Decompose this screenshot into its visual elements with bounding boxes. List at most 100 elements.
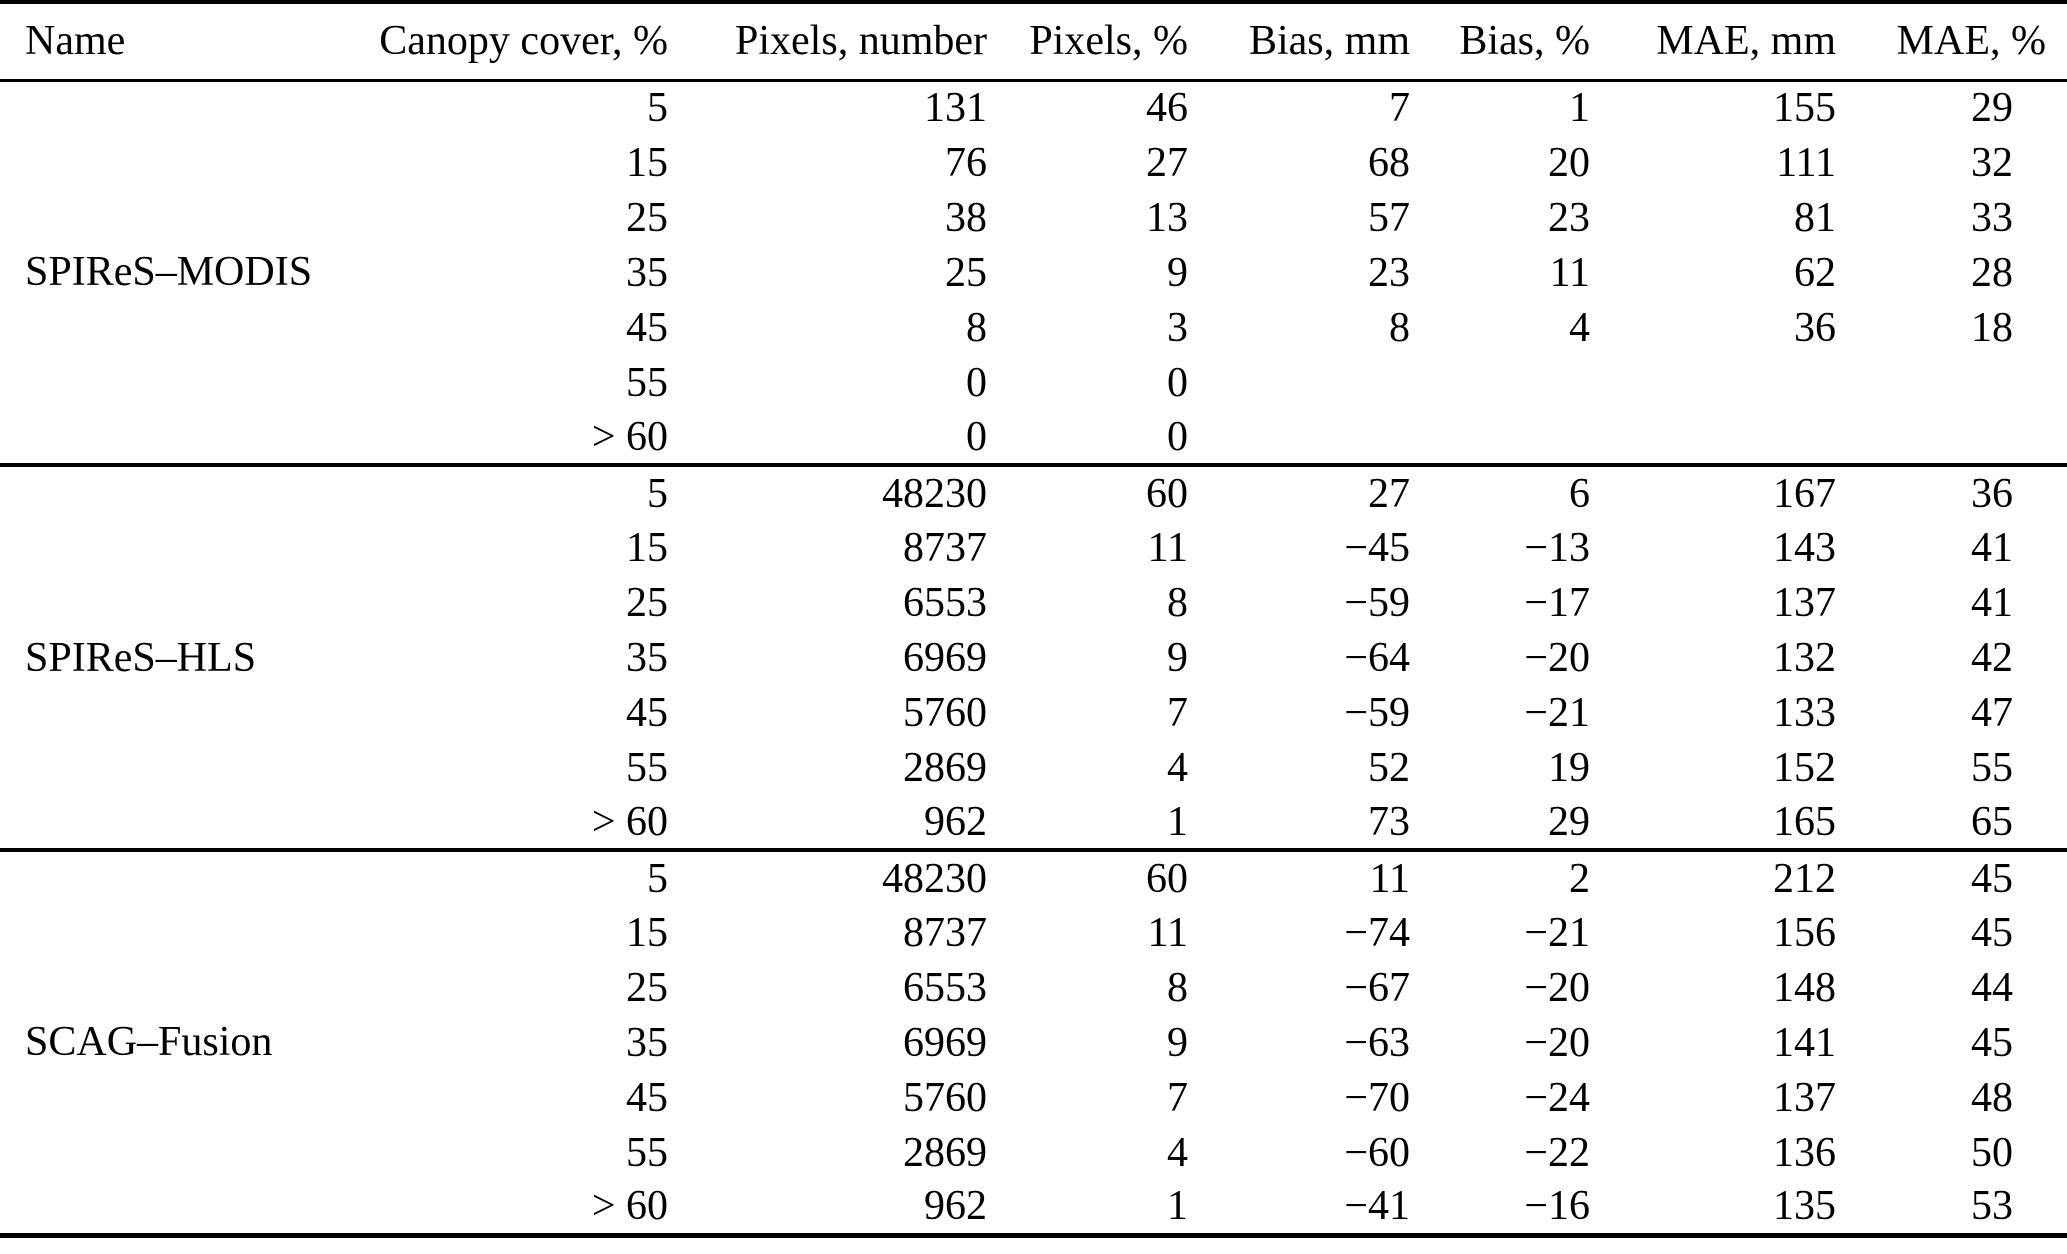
col-header-canopy-cover: Canopy cover, %: [365, 2, 668, 82]
table-cell: 4: [1569, 304, 1590, 351]
table-cell: 6: [1569, 470, 1590, 517]
table-cell: 11: [1147, 909, 1188, 956]
table-cell: −22: [1524, 1129, 1590, 1176]
table-cell: 45: [1971, 909, 2013, 956]
table-cell: 5760: [903, 689, 987, 736]
table-cell: 55: [626, 359, 668, 406]
table-cell: 55: [626, 1129, 668, 1176]
table-cell: 55: [626, 744, 668, 791]
col-header-pixels-pct: Pixels, %: [987, 2, 1188, 82]
table-row: 25 6553 8 −59 −17 137 41: [0, 575, 2067, 630]
table-row: 15 8737 11 −45 −13 143 41: [0, 520, 2067, 575]
table-cell: 156: [1773, 909, 1836, 956]
table-row: 35 6969 9 −63 −20 141 45: [0, 1015, 2067, 1070]
table-cell: 2869: [903, 1129, 987, 1176]
table-cell: [1590, 355, 1836, 410]
table-cell: 5: [647, 470, 668, 517]
table-cell: −63: [1344, 1019, 1410, 1066]
table-cell: −20: [1524, 1019, 1590, 1066]
table-cell: > 60: [591, 798, 668, 845]
table-cell: −59: [1344, 689, 1410, 736]
table-cell: 6969: [903, 634, 987, 681]
table-cell: > 60: [591, 413, 668, 460]
table-cell: 135: [1773, 1183, 1836, 1230]
table-cell: 23: [1548, 194, 1590, 241]
table-row: 35 6969 9 −64 −20 132 42: [0, 630, 2067, 685]
table-cell: [1410, 355, 1590, 410]
table-cell: −59: [1344, 579, 1410, 626]
table-cell: 73: [1368, 798, 1410, 845]
table-cell: 48230: [882, 470, 987, 517]
table-cell: 36: [1794, 304, 1836, 351]
table-cell: 15: [626, 524, 668, 571]
table-cell: −16: [1524, 1183, 1590, 1230]
table-cell: 60: [1146, 855, 1188, 902]
table-row: SCAG–Fusion 5 48230 60 11 2 212 45: [0, 850, 2067, 1066]
table-row: 15 76 27 68 20 111 32: [0, 135, 2067, 190]
table-row: 45 5760 7 −59 −21 133 47: [0, 685, 2067, 740]
table-cell: 45: [626, 689, 668, 736]
table-cell: 212: [1773, 855, 1836, 902]
col-header-bias-pct: Bias, %: [1410, 2, 1590, 82]
table-cell: 9: [1167, 249, 1188, 296]
group-spires-hls: SPIReS–HLS 5 48230 60 27 6 167 36 15 8737 11 −45 −13…: [0, 465, 2067, 850]
table-row: 45 8 3 8 4 36 18: [0, 300, 2067, 355]
table-row: 55 2869 4 −60 −22 136 50: [0, 1125, 2067, 1180]
table-cell: 19: [1548, 744, 1590, 791]
table-row: SPIReS–HLS 5 48230 60 27 6 167 36: [0, 465, 2067, 681]
table-cell: −70: [1344, 1074, 1410, 1121]
table-cell: 81: [1794, 194, 1836, 241]
table-row: > 60 962 1 73 29 165 65: [0, 795, 2067, 850]
table-cell: 9: [1167, 634, 1188, 681]
table-cell: 9: [1167, 1019, 1188, 1066]
table-cell: [1836, 410, 2067, 465]
group-name-label: SCAG–Fusion: [25, 1019, 273, 1066]
table-cell: 0: [1167, 413, 1188, 460]
table-cell: 33: [1971, 194, 2013, 241]
table-cell: 41: [1971, 524, 2013, 571]
table-cell: > 60: [591, 1183, 668, 1230]
table-cell: 76: [945, 139, 987, 186]
table-cell: 48: [1971, 1074, 2013, 1121]
table-cell: −13: [1524, 524, 1590, 571]
table-row: 15 8737 11 −74 −21 156 45: [0, 905, 2067, 960]
table-cell: 15: [626, 909, 668, 956]
table-cell: 1: [1569, 85, 1590, 132]
table-cell: 165: [1773, 798, 1836, 845]
table-cell: 27: [1368, 470, 1410, 517]
table-cell: 8: [966, 304, 987, 351]
table-cell: −64: [1344, 634, 1410, 681]
table-cell: 2869: [903, 744, 987, 791]
table-cell: 0: [966, 359, 987, 406]
table-cell: −20: [1524, 634, 1590, 681]
table-cell: 65: [1971, 798, 2013, 845]
table-cell: −24: [1524, 1074, 1590, 1121]
table-cell: 137: [1773, 1074, 1836, 1121]
table-cell: −74: [1344, 909, 1410, 956]
table-cell: 137: [1773, 579, 1836, 626]
table-cell: 136: [1773, 1129, 1836, 1176]
table-cell: 167: [1773, 470, 1836, 517]
col-header-bias-mm: Bias, mm: [1188, 2, 1410, 82]
table-cell: 8: [1389, 304, 1410, 351]
table-cell: 62: [1794, 249, 1836, 296]
group-spires-modis: SPIReS–MODIS 5 131 46 7 1 155 29 15 76 27 68 20 111 32…: [0, 80, 2067, 465]
table-cell: 18: [1971, 304, 2013, 351]
table-cell: 0: [966, 413, 987, 460]
table-cell: 45: [626, 304, 668, 351]
table-row: 25 38 13 57 23 81 33: [0, 190, 2067, 245]
table-cell: 148: [1773, 964, 1836, 1011]
table-cell: [1188, 355, 1410, 410]
table-cell: 8: [1167, 964, 1188, 1011]
table-cell: 32: [1971, 139, 2013, 186]
table-cell: 1: [1167, 798, 1188, 845]
table-cell: [1410, 410, 1590, 465]
col-header-name: Name: [0, 2, 365, 82]
table-cell: 5: [647, 85, 668, 132]
table-cell: 131: [924, 85, 987, 132]
table-cell: 7: [1167, 689, 1188, 736]
table-cell: 111: [1776, 139, 1836, 186]
table-cell: 35: [626, 1019, 668, 1066]
table-cell: 132: [1773, 634, 1836, 681]
